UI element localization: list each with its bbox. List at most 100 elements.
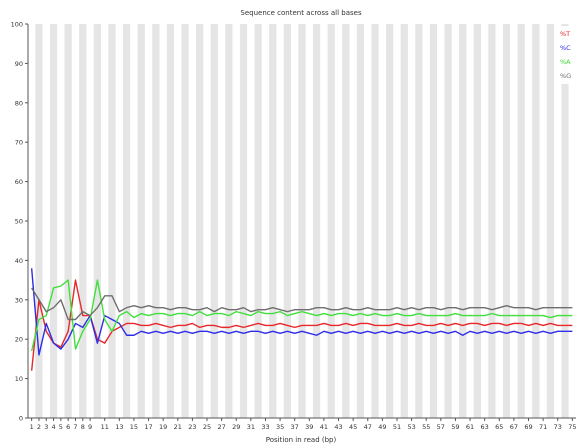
grid-band [539, 24, 547, 418]
grid-band [57, 24, 65, 418]
x-axis-label: Position in read (bp) [266, 436, 337, 444]
grid-band [93, 24, 102, 418]
x-tick-label: 9 [88, 423, 92, 431]
grid-band [196, 24, 204, 418]
x-tick-label: 67 [510, 423, 518, 431]
x-tick-label: 49 [378, 423, 386, 431]
grid-band [217, 24, 226, 418]
grid-band [28, 24, 36, 418]
y-tick-label: 70 [15, 139, 23, 147]
x-tick-label: 65 [495, 423, 503, 431]
grid-band [444, 24, 452, 418]
grid-band [181, 24, 189, 418]
grid-band [122, 24, 131, 418]
x-tick-label: 51 [393, 423, 401, 431]
y-axis: 0 10 20 30 40 50 60 70 80 90 100 [11, 21, 29, 423]
x-tick-label: 8 [81, 423, 85, 431]
x-tick-label: 33 [261, 423, 269, 431]
grid-band [210, 24, 219, 418]
x-tick-label: 55 [422, 423, 430, 431]
grid-band [305, 24, 314, 418]
grid-band [130, 24, 138, 418]
x-tick-label: 35 [276, 423, 284, 431]
grid-band [115, 24, 124, 418]
grid-band [568, 24, 577, 418]
grid-band [86, 24, 94, 418]
grid-band [488, 24, 496, 418]
x-tick-label: 73 [554, 423, 562, 431]
grid-band [554, 24, 562, 418]
x-tick-label: 43 [334, 423, 342, 431]
grid-band [261, 24, 270, 418]
x-tick-label: 23 [188, 423, 196, 431]
grid-band [561, 24, 569, 418]
grid-band [144, 24, 153, 418]
grid-band [298, 24, 306, 418]
x-tick-label: 13 [115, 423, 123, 431]
grid-band [481, 24, 489, 418]
x-tick-label: 61 [466, 423, 474, 431]
y-tick-label: 0 [19, 415, 23, 423]
x-tick-label: 29 [232, 423, 240, 431]
x-tick-label: 47 [364, 423, 372, 431]
grid-band [108, 24, 116, 418]
grid-band [546, 24, 555, 418]
x-tick-label: 2 [37, 423, 41, 431]
grid-band [174, 24, 182, 418]
grid-band [276, 24, 284, 418]
legend-box [558, 26, 574, 84]
grid-band [407, 24, 416, 418]
grid-band [232, 24, 240, 418]
grid-band [524, 24, 533, 418]
legend: %T %C %A %G [558, 26, 574, 84]
grid-band [393, 24, 401, 418]
grid-band [79, 24, 87, 418]
legend-entry: %T [560, 30, 570, 38]
x-tick-label: 6 [66, 423, 70, 431]
grid-band [386, 24, 394, 418]
x-tick-label: 45 [349, 423, 357, 431]
y-tick-label: 10 [15, 375, 23, 383]
grid-band [378, 24, 387, 418]
chart-title: Sequence content across all bases [240, 9, 362, 17]
x-tick-label: 4 [52, 423, 56, 431]
x-tick-label: 63 [481, 423, 489, 431]
grid-band [137, 24, 145, 418]
grid-band [152, 24, 160, 418]
grid-band [459, 24, 467, 418]
grid-band [371, 24, 379, 418]
grid-band [247, 24, 255, 418]
grid-band [166, 24, 175, 418]
x-tick-label: 25 [203, 423, 211, 431]
grid-band [422, 24, 430, 418]
series-line-pct-a [30, 279, 573, 352]
grid-band [473, 24, 482, 418]
grid-band [334, 24, 343, 418]
grid-band [502, 24, 511, 418]
y-tick-label: 100 [11, 21, 23, 29]
y-tick-label: 90 [15, 60, 23, 68]
grid-band [517, 24, 525, 418]
x-tick-label: 75 [568, 423, 576, 431]
grid-band [188, 24, 197, 418]
grid-band [356, 24, 365, 418]
grid-band [429, 24, 438, 418]
x-tick-label: 15 [130, 423, 138, 431]
grid-band [239, 24, 248, 418]
x-tick-label: 37 [291, 423, 299, 431]
grid-band [42, 24, 50, 418]
grid-band [349, 24, 357, 418]
y-tick-label: 60 [15, 178, 23, 186]
grid-band [415, 24, 423, 418]
grid-band [364, 24, 372, 418]
y-tick-label: 50 [15, 218, 23, 226]
y-tick-label: 40 [15, 257, 23, 265]
x-axis: 1 2 3 4 5 6 7 8 9 11 13 15 17 19 21 23 25 27 29 31 33 35 37 39 4… [28, 417, 576, 431]
series-line-pct-g [31, 287, 573, 321]
grid-band [312, 24, 321, 418]
x-tick-label: 3 [44, 423, 48, 431]
grid-band [71, 24, 80, 418]
x-tick-label: 69 [524, 423, 532, 431]
series-lines [30, 268, 573, 371]
grid-band [466, 24, 474, 418]
